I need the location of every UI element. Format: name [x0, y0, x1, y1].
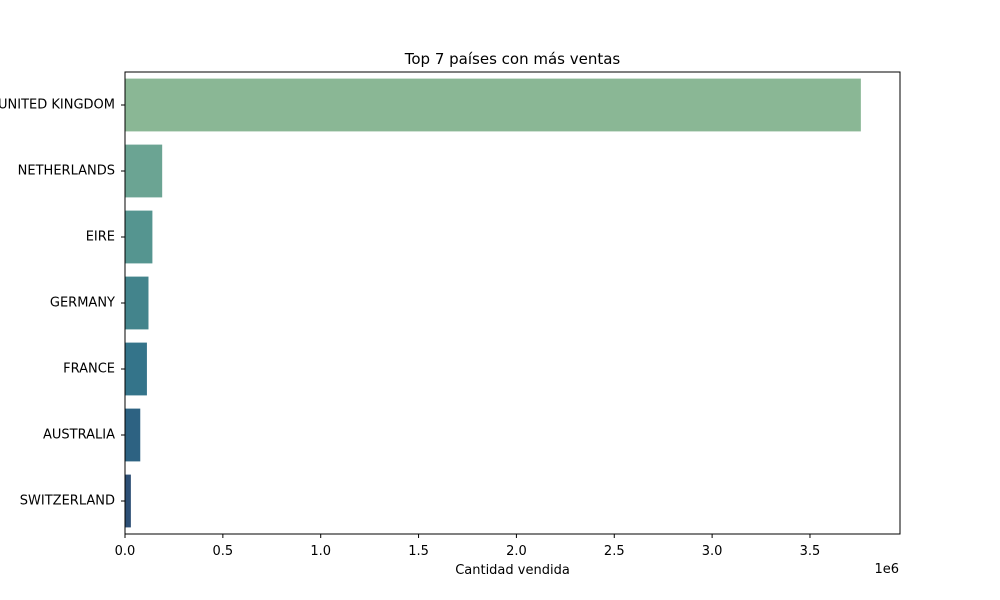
x-tick-label: 0.0 — [115, 544, 136, 559]
y-tick-label: FRANCE — [63, 362, 115, 377]
x-tick-label: 1.0 — [310, 544, 331, 559]
x-tick-label: 2.5 — [604, 544, 625, 559]
x-tick-label: 2.0 — [506, 544, 527, 559]
bar-eire — [125, 210, 153, 264]
y-tick-label: NETHERLANDS — [18, 164, 115, 179]
x-tick-label: 3.5 — [800, 544, 821, 559]
bar-united-kingdom — [125, 78, 861, 132]
bars-group — [125, 78, 861, 528]
y-tick-label: AUSTRALIA — [43, 428, 115, 443]
bar-switzerland — [125, 474, 131, 528]
y-tick-label: UNITED KINGDOM — [0, 98, 115, 113]
plot-area-frame — [124, 71, 901, 535]
bar-netherlands — [125, 144, 163, 198]
x-tick-label: 1.5 — [408, 544, 429, 559]
bar-australia — [125, 408, 141, 462]
chart-title: Top 7 países con más ventas — [404, 50, 621, 68]
y-tick-label: GERMANY — [50, 296, 115, 311]
y-axis-ticks: UNITED KINGDOM NETHERLANDS EIRE GERMANY FRAN… — [0, 98, 125, 509]
x-tick-label: 3.0 — [702, 544, 723, 559]
x-axis-ticks: 0.0 0.5 1.0 1.5 2.0 2.5 3.0 3.5 — [115, 534, 821, 559]
y-tick-label: SWITZERLAND — [20, 494, 115, 509]
bar-france — [125, 342, 147, 396]
x-tick-label: 0.5 — [213, 544, 234, 559]
x-axis-offset-text: 1e6 — [874, 562, 899, 577]
x-axis-label: Cantidad vendida — [455, 563, 570, 578]
y-tick-label: EIRE — [86, 230, 115, 245]
bar-germany — [125, 276, 149, 330]
